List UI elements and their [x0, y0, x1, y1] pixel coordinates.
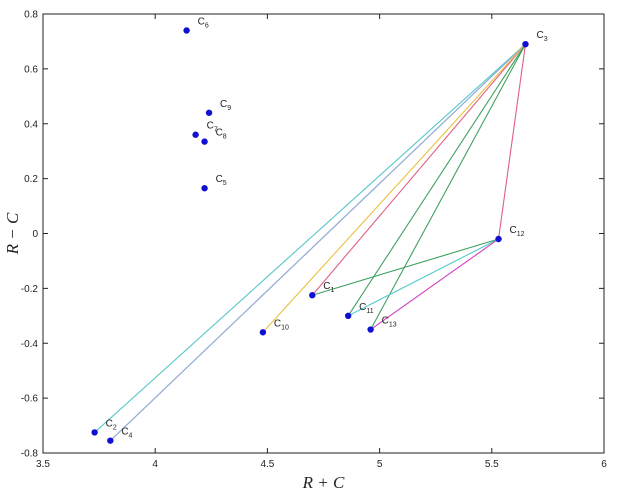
arrow-line-4 — [109, 43, 526, 442]
x-tick-label: 4.5 — [260, 459, 274, 470]
x-tick-label: 5 — [377, 459, 383, 470]
x-tick-label: 3.5 — [36, 459, 50, 470]
point-c3 — [522, 40, 529, 48]
point-c10 — [259, 329, 267, 336]
y-tick-label: 0.4 — [24, 119, 38, 130]
point-c1 — [309, 292, 316, 299]
x-tick-label: 5.5 — [485, 459, 499, 470]
point-label-c5: C5 — [216, 174, 227, 187]
point-label-c6: C6 — [198, 16, 209, 29]
arrow-line-1 — [311, 43, 526, 296]
point-c5 — [201, 185, 208, 192]
arrow-line-11 — [370, 238, 499, 330]
arrow-line-6 — [347, 43, 526, 317]
point-c9 — [205, 109, 213, 116]
arrow-line-7 — [370, 43, 526, 330]
point-c6 — [183, 27, 190, 34]
y-tick-label: 0.6 — [24, 64, 38, 75]
y-tick-label: -0.8 — [21, 449, 39, 460]
data-points — [91, 27, 529, 444]
x-axis-label: R + C — [302, 473, 345, 492]
point-label-c7: C7 — [207, 121, 218, 134]
y-axis-label: R − C — [3, 212, 22, 255]
point-label-c2: C2 — [106, 418, 117, 431]
point-label-c1: C1 — [323, 281, 334, 294]
point-c4 — [107, 437, 114, 444]
point-c7 — [192, 131, 199, 138]
arrow-line-9 — [312, 238, 499, 296]
y-tick-label: -0.4 — [21, 339, 39, 350]
axes: 3.5 4 4.5 5 5.5 6 -0.8 -0.6 -0.4 -0.2 0 0.2 0.4 0.6 0.… — [21, 10, 607, 471]
point-label-c8: C8 — [216, 128, 227, 141]
point-label-c4: C4 — [121, 427, 132, 440]
arrow-line-10 — [347, 238, 499, 317]
point-c8 — [201, 138, 208, 145]
x-tick-label: 6 — [601, 459, 607, 470]
point-c12 — [495, 235, 502, 243]
arrow-line-8 — [497, 44, 527, 240]
point-c2 — [91, 429, 98, 436]
point-label-c12: C12 — [510, 225, 525, 238]
point-c11 — [344, 312, 352, 320]
arrow-line-2 — [94, 43, 526, 433]
arrow-line-5 — [262, 43, 526, 333]
y-tick-label: 0.8 — [24, 10, 38, 21]
y-tick-label: -0.6 — [21, 394, 39, 405]
point-label-c9: C9 — [220, 99, 231, 112]
point-label-c13: C13 — [382, 316, 397, 329]
y-tick-label: 0 — [32, 229, 38, 240]
point-c13 — [367, 326, 374, 333]
point-label-c3: C3 — [536, 30, 547, 43]
y-tick-label: -0.2 — [21, 284, 39, 295]
x-tick-label: 4 — [152, 459, 158, 470]
arrow-lines — [94, 43, 527, 442]
y-tick-label: 0.2 — [24, 174, 38, 185]
point-label-c10: C10 — [274, 318, 289, 331]
